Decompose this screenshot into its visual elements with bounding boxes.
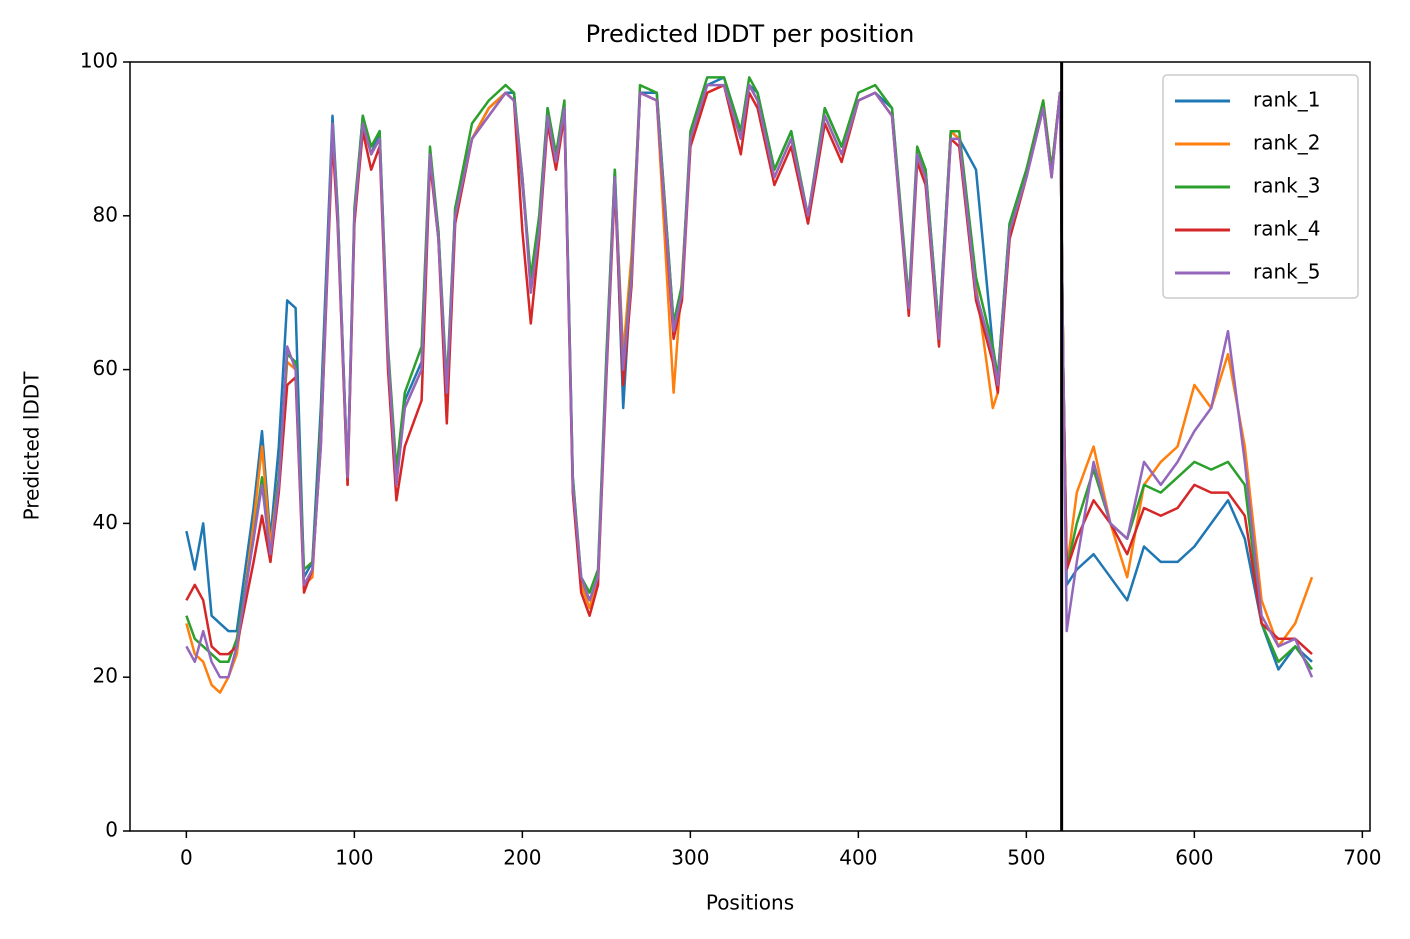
x-tick-label: 200 xyxy=(503,846,541,870)
x-tick-label: 400 xyxy=(839,846,877,870)
legend-box xyxy=(1162,74,1359,299)
chart-title: Predicted lDDT per position xyxy=(586,20,915,48)
legend-label: rank_1 xyxy=(1253,88,1320,112)
series-line xyxy=(185,83,1313,656)
x-tick-label: 0 xyxy=(180,846,193,870)
x-tick-label: 500 xyxy=(1007,846,1045,870)
series-line xyxy=(185,76,1313,671)
x-tick-label: 100 xyxy=(335,846,373,870)
x-tick-label: 300 xyxy=(671,846,709,870)
y-tick-label: 20 xyxy=(93,664,118,688)
y-tick-label: 80 xyxy=(93,202,118,226)
x-axis-label: Positions xyxy=(706,891,794,915)
legend-label: rank_3 xyxy=(1253,174,1320,198)
x-tick-label: 600 xyxy=(1175,846,1213,870)
x-tick-label: 700 xyxy=(1343,846,1381,870)
series-line xyxy=(185,83,1314,694)
series-line xyxy=(185,76,1314,671)
y-tick-label: 0 xyxy=(105,818,118,842)
y-tick-label: 40 xyxy=(93,510,118,534)
y-axis-label: Predicted lDDT xyxy=(20,371,44,521)
y-tick-label: 60 xyxy=(93,356,118,380)
legend-label: rank_2 xyxy=(1253,131,1320,155)
legend-label: rank_5 xyxy=(1253,260,1320,284)
plot-frame xyxy=(129,61,1371,832)
y-tick-label: 100 xyxy=(80,49,118,73)
series-line xyxy=(185,83,1314,679)
legend-label: rank_4 xyxy=(1253,217,1320,241)
